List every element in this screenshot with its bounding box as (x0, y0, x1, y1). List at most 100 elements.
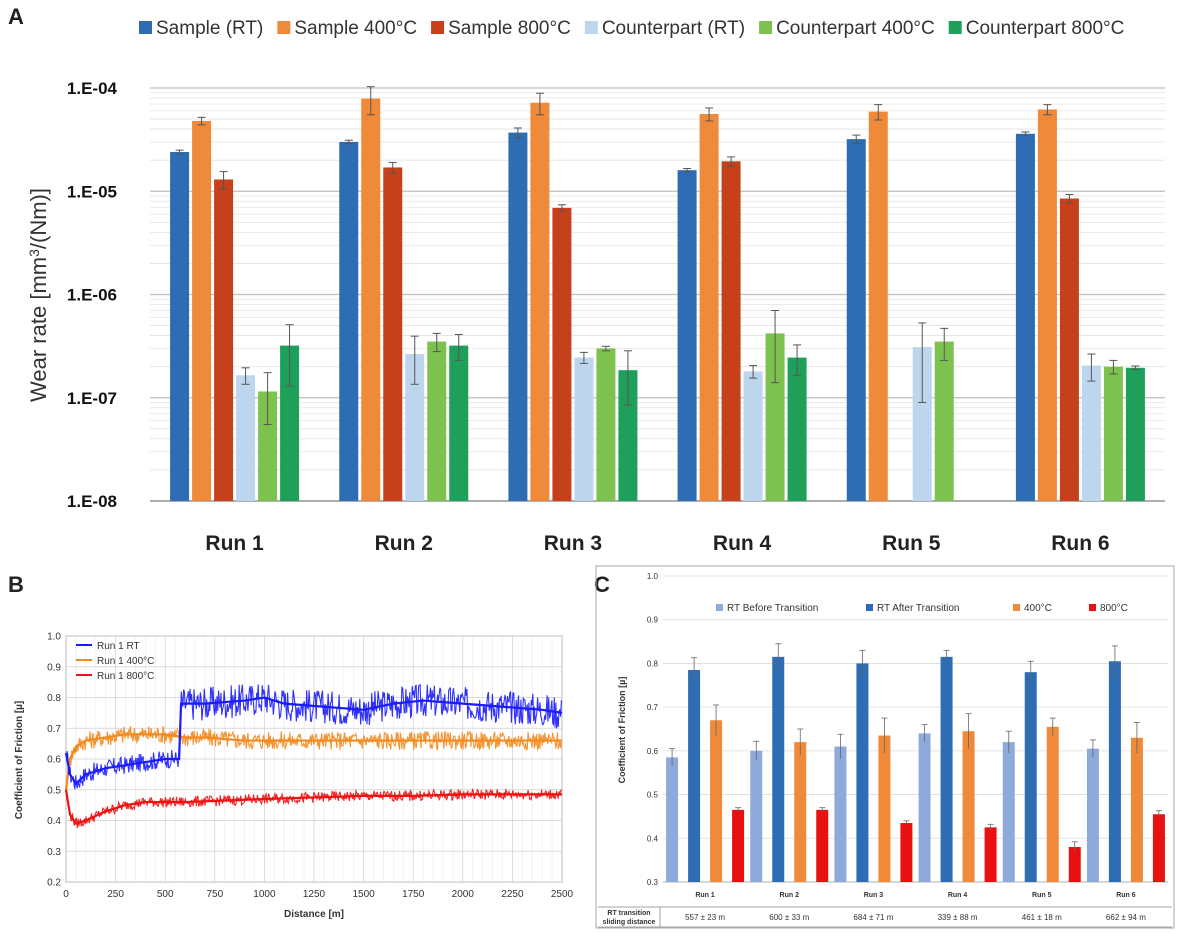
y-tick-label: 0.9 (47, 662, 61, 673)
category-label: Run 6 (1116, 892, 1136, 899)
bar (508, 132, 528, 501)
bar (834, 746, 847, 882)
legend-label: Run 1 RT (97, 641, 140, 652)
bar (918, 733, 931, 882)
legend-label: Sample 400°C (294, 18, 417, 39)
legend-label: 800°C (1100, 603, 1128, 614)
bar (405, 354, 425, 501)
x-tick-label: 500 (157, 889, 174, 900)
bar (940, 656, 953, 882)
y-tick-label: 1.E-06 (67, 286, 117, 305)
category-label: Run 1 (695, 892, 715, 899)
x-tick-label: 1000 (253, 889, 276, 900)
y-tick-label: 0.8 (647, 659, 659, 668)
y-tick-label: 0.9 (647, 616, 659, 625)
y-tick-label: 0.6 (647, 747, 659, 756)
table-cell: 662 ± 94 m (1106, 913, 1146, 922)
legend-swatch (759, 21, 773, 34)
category-label: Run 2 (375, 532, 433, 555)
bar (1152, 814, 1165, 882)
bar (427, 341, 447, 501)
panel-a: A 1.E-081.E-071.E-061.E-051.E-04 Run 1 Ru… (8, 4, 1165, 555)
series-trend (64, 696, 563, 786)
y-tick-label: 0.4 (647, 834, 659, 843)
legend-swatch (139, 21, 152, 34)
legend-swatch (277, 21, 291, 34)
legend-swatch (866, 604, 873, 611)
bar (1068, 847, 1081, 882)
y-tick-label: 1.E-08 (67, 492, 117, 511)
x-tick-label: 750 (206, 889, 223, 900)
bar (1081, 365, 1101, 501)
panel-b: B 0 250 500 750 1000 1250 1500 1750 2000 2250 2500… (8, 572, 574, 920)
x-tick-label: 250 (107, 889, 124, 900)
legend-swatch (584, 21, 598, 34)
bar (934, 341, 954, 501)
panel-c-frame (595, 565, 1175, 929)
bar (170, 151, 190, 501)
bar (732, 809, 745, 882)
legend-swatch (1089, 604, 1096, 611)
table-cell: 557 ± 23 m (685, 913, 725, 922)
bar (258, 391, 278, 501)
y-tick-label: 1.E-04 (67, 79, 118, 98)
bar (984, 827, 997, 882)
legend-label: Run 1 800°C (97, 671, 154, 682)
y-tick-label: 0.7 (47, 724, 61, 735)
bar (1125, 367, 1145, 501)
panel-b-x-axis-label: Distance [m] (284, 909, 344, 920)
panel-a-y-ticks: 1.E-08 1.E-07 1.E-06 1.E-05 1.E-04 (67, 79, 118, 511)
bar (750, 750, 763, 882)
bar (743, 371, 763, 501)
category-label: Run 4 (713, 532, 772, 555)
series-trend (64, 789, 562, 825)
legend-label: RT Before Transition (727, 603, 818, 614)
category-label: Run 5 (1032, 892, 1052, 899)
bar (816, 809, 829, 882)
legend-label: Counterpart 400°C (776, 18, 935, 39)
y-tick-label: 1.E-05 (67, 182, 117, 201)
x-tick-label: 2250 (501, 889, 524, 900)
bar (1059, 198, 1079, 502)
bar (618, 370, 638, 501)
category-label: Run 3 (864, 892, 884, 899)
panel-b-ticks: 0 250 500 750 1000 1250 1500 1750 2000 2250 2500 0.… (47, 632, 573, 901)
table-cell: 600 ± 33 m (769, 913, 809, 922)
bar (666, 757, 679, 882)
legend-swatch (716, 604, 723, 611)
table-cell: 461 ± 18 m (1022, 913, 1062, 922)
bar (900, 822, 913, 882)
bar (214, 179, 234, 501)
bar (912, 347, 932, 501)
bar (574, 357, 594, 501)
y-tick-label: 0.5 (647, 791, 659, 800)
legend-swatch (1013, 604, 1020, 611)
table-cell: 684 ± 71 m (853, 913, 893, 922)
bar (449, 345, 469, 501)
legend-label: Run 1 400°C (97, 656, 154, 667)
bar (1103, 366, 1123, 501)
bar (339, 141, 359, 501)
bar (962, 731, 975, 882)
panel-b-y-axis-label: Coefficient of Friction [µ] (14, 701, 25, 820)
x-tick-label: 1750 (402, 889, 425, 900)
panel-a-legend: Sample (RT) Sample 400°C Sample 800°C Count… (139, 18, 1124, 39)
bar (699, 113, 719, 502)
bar (1086, 748, 1099, 882)
panel-a-gridlines (150, 87, 1165, 502)
series-line (66, 683, 562, 790)
category-label: Run 6 (1051, 532, 1109, 555)
panel-b-letter: B (8, 572, 24, 597)
y-tick-label: 0.6 (47, 755, 61, 766)
panel-b-lines (64, 683, 563, 829)
bar (383, 167, 403, 501)
panel-c: C Run 1 Run 2 Run 3 Run 4 Run 5 Run 6 0.30.40… (594, 565, 1175, 929)
legend-label: Sample (RT) (156, 18, 263, 39)
x-tick-label: 0 (63, 889, 69, 900)
legend-label: RT After Transition (877, 603, 959, 614)
bar (688, 669, 701, 882)
bar (1015, 133, 1035, 501)
bar (1108, 661, 1121, 882)
x-tick-label: 2000 (452, 889, 475, 900)
bar (868, 111, 888, 501)
